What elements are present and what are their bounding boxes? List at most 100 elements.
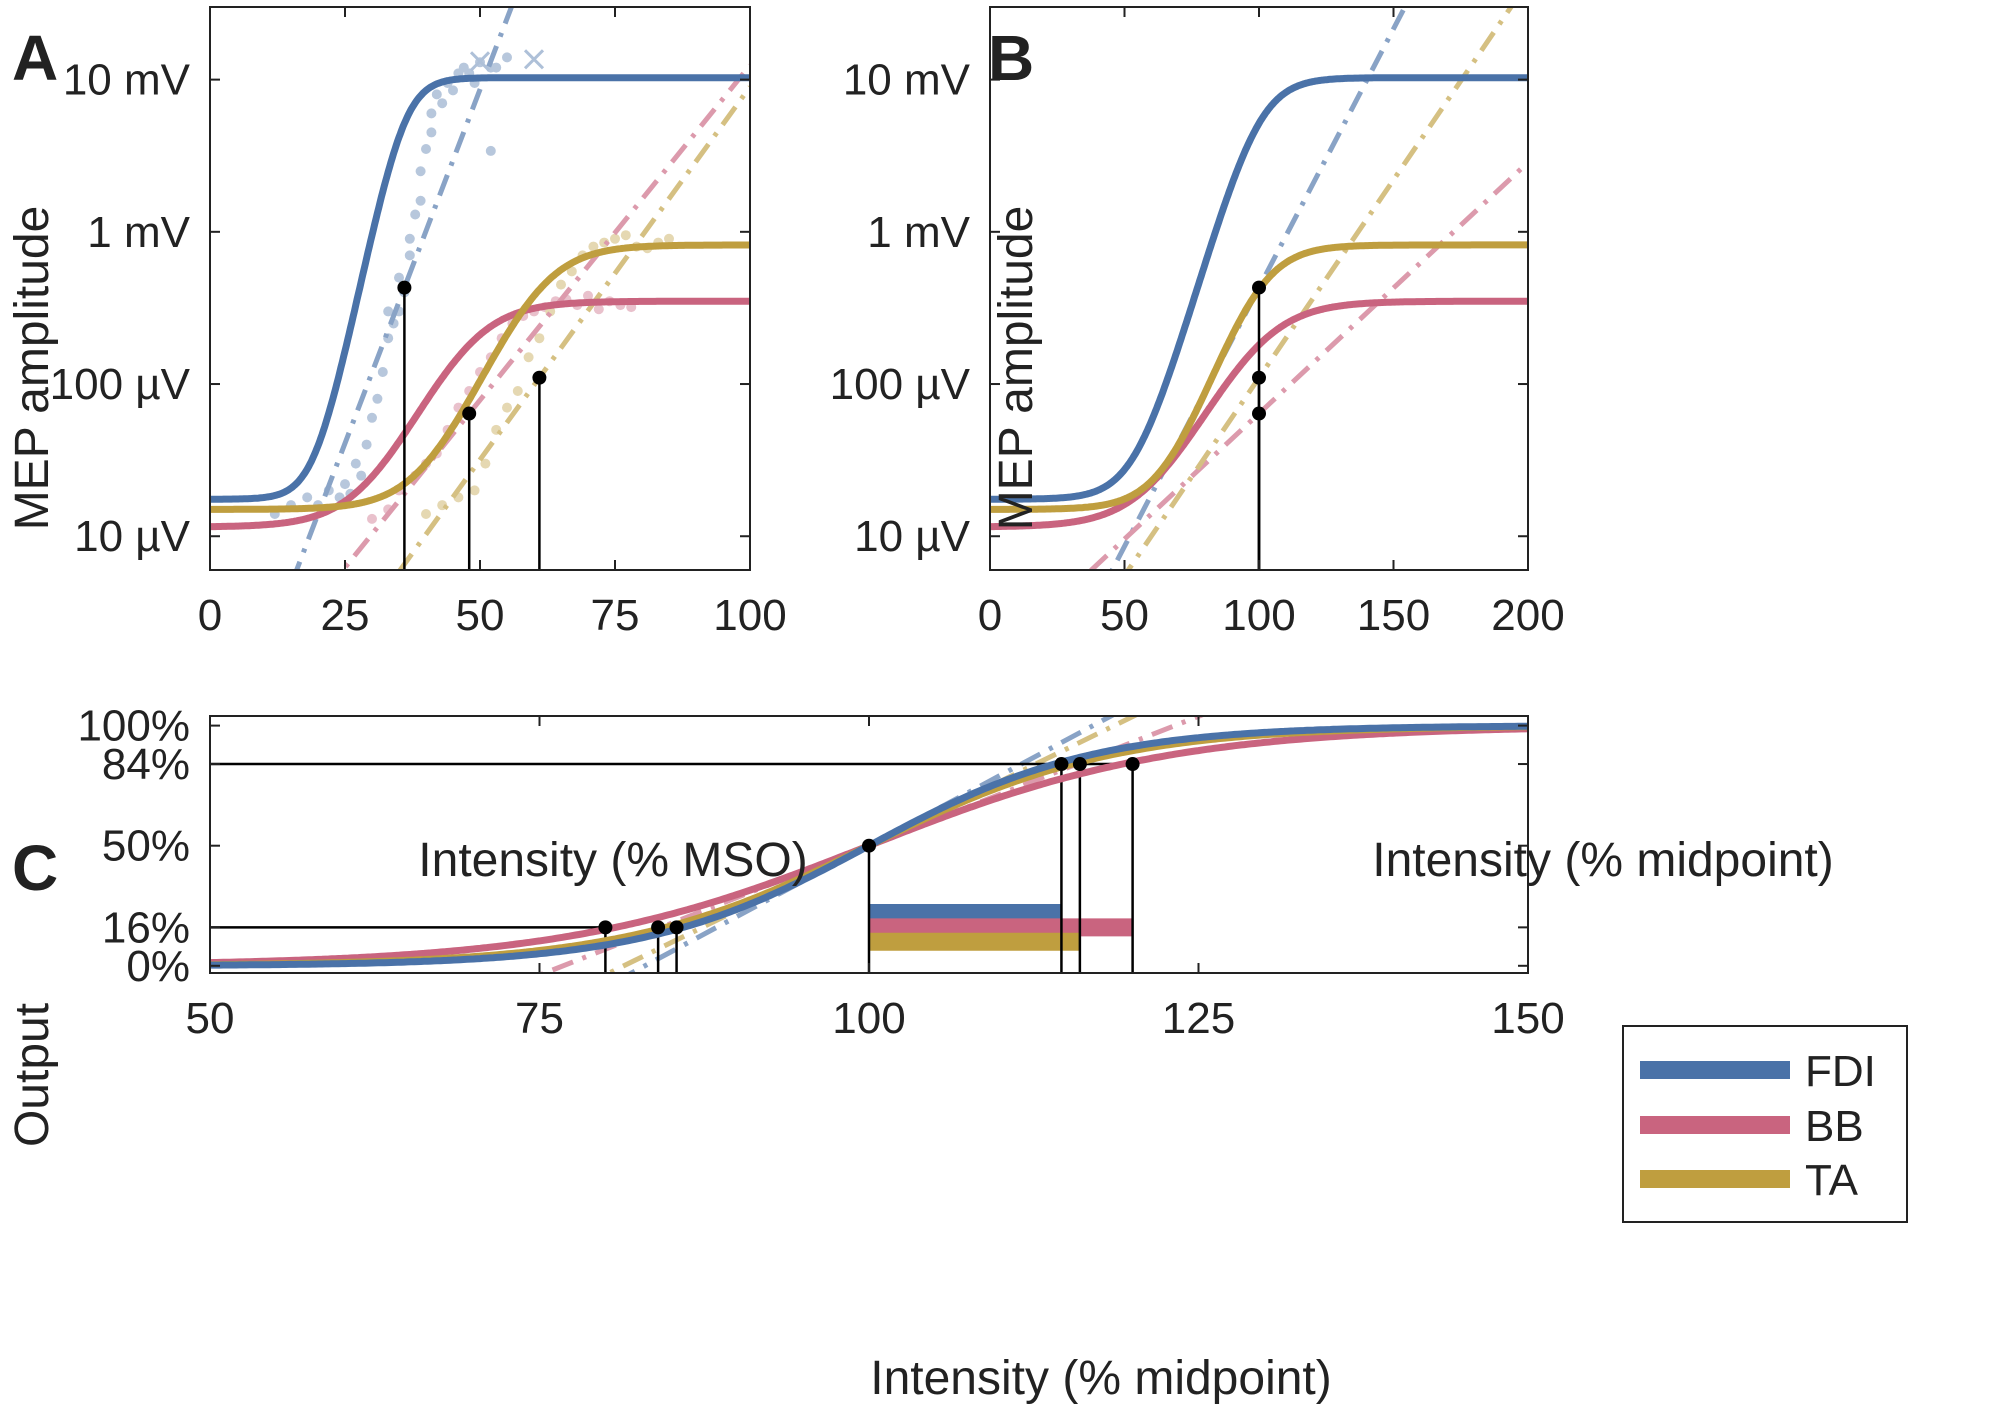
panel-a-tangent-bb xyxy=(339,63,750,570)
panel-a-outlier-x xyxy=(523,49,545,70)
panel-label-c: C xyxy=(12,832,58,904)
panel-a-ytick-label: 10 µV xyxy=(74,512,191,561)
panel-c-xtick-label: 125 xyxy=(1162,994,1235,1043)
panel-c-dot-84-bb xyxy=(1125,757,1140,772)
panel-a-scatter-fdi xyxy=(383,306,394,317)
panel-a-scatter-fdi xyxy=(421,144,431,155)
panel-a-scatter-fdi xyxy=(431,89,442,100)
legend-label-ta: TA xyxy=(1805,1156,1859,1205)
panel-a-xtick-label: 50 xyxy=(456,591,505,640)
panel-a-scatter-fdi xyxy=(372,393,383,404)
panel-c-ytick-label: 0% xyxy=(126,942,190,991)
panel-a-scatter-fdi xyxy=(361,439,372,450)
panel-c-dot-16-ta xyxy=(651,920,666,935)
panel-c-ytick-label: 84% xyxy=(102,740,190,789)
panel-a-scatter-fdi xyxy=(426,127,437,138)
panel-a-midpoint-dot-bb xyxy=(462,406,477,421)
panel-b-ytick-label: 10 µV xyxy=(854,512,971,561)
panel-a-outlier-x xyxy=(469,51,491,72)
panel-c-xlabel: Intensity (% midpoint) xyxy=(870,1352,1332,1405)
panel-a-xtick-label: 100 xyxy=(713,591,786,640)
panel-a-scatter-ta xyxy=(556,279,566,290)
panel-a-midpoint-dot-fdi xyxy=(397,280,412,295)
panel-a-scatter-bb xyxy=(583,290,593,301)
panel-a-ytick-label: 1 mV xyxy=(87,208,190,257)
panel-a-scatter-fdi xyxy=(502,52,512,63)
panel-a-scatter-fdi xyxy=(404,250,415,261)
panel-b-xtick-label: 50 xyxy=(1100,591,1149,640)
panel-a-scatter-fdi xyxy=(394,272,404,283)
panel-a-scatter-bb xyxy=(367,513,377,524)
panel-a-ytick-label: 10 mV xyxy=(63,56,191,105)
panel-b: 0 50 100 150 200 10 µV 100 µV 1 mV 10 mV xyxy=(830,6,1565,640)
panel-a-curve-ta xyxy=(210,241,750,513)
panel-a-scatter-ta xyxy=(566,266,577,277)
panel-a-scatter-ta xyxy=(610,233,620,244)
panel-a-scatter-fdi xyxy=(410,209,421,220)
panel-a-scatter-fdi xyxy=(448,85,458,96)
panel-b-midpoint-dot-ta xyxy=(1252,370,1266,385)
panel-b-ytick-label: 100 µV xyxy=(830,360,971,409)
panel-b-curve-fdi xyxy=(990,74,1528,503)
panel-c-xtick-label: 75 xyxy=(515,994,564,1043)
panel-a-scatter-fdi xyxy=(426,108,437,119)
panel-b-midpoint-dot-fdi xyxy=(1252,280,1266,295)
panel-a-scatter-ta xyxy=(502,402,512,413)
panel-a-scatter-fdi xyxy=(437,98,448,109)
panel-a-scatter-fdi xyxy=(491,62,502,73)
panel-a: 0 25 50 75 100 10 µV 100 µV 1 mV 10 mV xyxy=(50,6,787,640)
panel-a-scatter-fdi xyxy=(340,479,350,490)
panel-a-scatter-fdi xyxy=(415,166,426,177)
panel-a-ytick-label: 100 µV xyxy=(50,360,191,409)
panel-a-scatter-fdi xyxy=(415,195,426,206)
panel-a-curve-bb xyxy=(210,297,750,531)
panel-a-scatter-ta xyxy=(421,508,431,519)
panel-a-scatter-ta xyxy=(664,233,674,244)
panel-a-midpoint-dot-ta xyxy=(532,370,547,385)
panel-a-scatter-ta xyxy=(523,352,534,363)
panel-a-scatter-ta xyxy=(588,241,599,252)
panel-c-dot-84-ta xyxy=(1072,757,1087,772)
panel-a-scatter-fdi xyxy=(356,470,367,481)
legend-label-fdi: FDI xyxy=(1805,1047,1876,1096)
panel-c-xtick-label: 50 xyxy=(186,994,235,1043)
panel-c-xtick-label: 100 xyxy=(832,994,905,1043)
panel-a-curve-fdi xyxy=(210,74,750,503)
panel-a-scatter-ta xyxy=(534,333,545,344)
panel-label-a: A xyxy=(12,22,58,94)
panel-a-scatter-ta xyxy=(620,230,631,241)
panel-b-ylabel: MEP amplitude xyxy=(990,206,1043,531)
panel-a-tangent-ta xyxy=(397,85,750,570)
panel-a-scatter-ta xyxy=(512,385,523,396)
panel-a-ylabel: MEP amplitude xyxy=(6,206,59,531)
panel-a-tangent-fdi xyxy=(293,7,515,570)
panel-b-xtick-label: 0 xyxy=(978,591,1002,640)
panel-a-xtick-label: 0 xyxy=(198,591,222,640)
panel-a-scatter-fdi xyxy=(350,458,361,469)
panel-a-scatter-fdi xyxy=(377,366,388,377)
panel-c-dot-50 xyxy=(862,838,876,853)
panel-a-scatter-fdi xyxy=(485,145,496,156)
panel-c-dot-84-fdi xyxy=(1054,757,1069,772)
panel-b-xtick-label: 150 xyxy=(1357,591,1430,640)
panel-c-dot-16-bb xyxy=(598,920,613,935)
legend: FDI BB TA xyxy=(1622,1025,1908,1223)
panel-c: 50 75 100 125 150 0%16% 50% 84%100% xyxy=(77,702,1564,1043)
panel-a-scatter-ta xyxy=(480,458,491,469)
panel-b-xtick-label: 100 xyxy=(1222,591,1295,640)
panel-c-ytick-label: 50% xyxy=(102,822,190,871)
panel-a-xlabel: Intensity (% MSO) xyxy=(418,834,807,887)
panel-a-scatter-fdi xyxy=(302,492,313,503)
panel-b-xtick-label: 200 xyxy=(1491,591,1564,640)
panel-b-xlabel: Intensity (% midpoint) xyxy=(1372,834,1834,887)
panel-c-ytick-label: 16% xyxy=(102,903,190,952)
panel-b-ytick-label: 10 mV xyxy=(843,56,971,105)
panel-a-scatter-fdi xyxy=(404,233,415,244)
panel-c-ytick-label: 100% xyxy=(77,702,190,751)
panel-a-scatter-ta xyxy=(469,485,480,496)
panel-b-ytick-label: 1 mV xyxy=(867,208,970,257)
panel-c-dot-16-fdi xyxy=(669,920,684,935)
panel-a-xtick-label: 25 xyxy=(321,591,370,640)
panel-a-scatter-bb xyxy=(593,304,604,315)
